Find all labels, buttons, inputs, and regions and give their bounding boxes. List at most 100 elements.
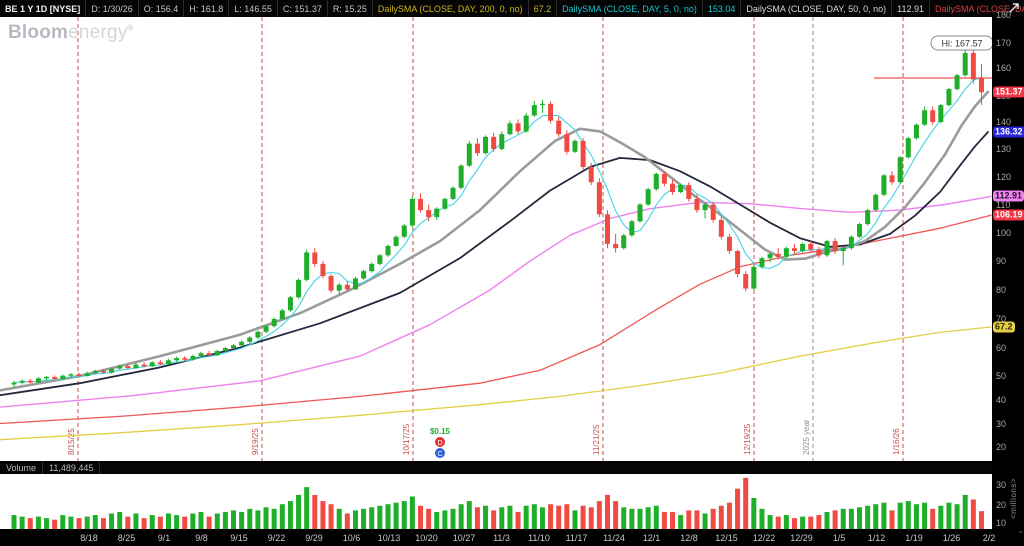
- volume-bar: [483, 505, 489, 529]
- volume-bar: [312, 494, 318, 529]
- date-tick-12-8: 12/8: [680, 533, 698, 543]
- volume-bar: [702, 513, 708, 529]
- volume-bar: [60, 515, 66, 529]
- candle-body: [222, 348, 228, 351]
- price-axis-label-50: 50: [996, 371, 1007, 381]
- candle-body: [848, 236, 854, 249]
- date-tick-11-24: 11/24: [603, 533, 625, 543]
- candle-body: [491, 136, 497, 149]
- volume-bar: [800, 516, 806, 529]
- volume-bar: [231, 510, 237, 529]
- volume-bar: [808, 516, 814, 529]
- high-callout-box: [930, 35, 992, 51]
- dividend-icon[interactable]: [435, 437, 445, 447]
- date-tick-12-15: 12/15: [715, 533, 738, 543]
- candle-body: [174, 358, 180, 361]
- candle-body: [263, 326, 269, 332]
- date-axis[interactable]: ˆ 8/18 8/25 9/1 9/8 9/15 9/22 9/29 10/6 10/13 10/…: [0, 529, 1024, 546]
- price-badge-67-2: 67.2: [993, 321, 1015, 333]
- candle-body: [938, 105, 944, 122]
- date-tick-10-6: 10/6: [342, 533, 361, 543]
- candle-body: [361, 271, 367, 279]
- volume-bar: [604, 494, 610, 529]
- volume-bar: [304, 487, 310, 529]
- volume-bar: [840, 508, 846, 529]
- candle-body: [702, 204, 708, 211]
- date-tick-8-25: 8/25: [117, 533, 136, 543]
- event-markers[interactable]: $0.15 DC: [430, 427, 451, 458]
- volume-bar: [206, 516, 212, 529]
- ohlc-field-o: O: 156.4: [139, 0, 185, 17]
- candle-body: [109, 368, 115, 373]
- candle-body: [970, 52, 976, 80]
- candle-body: [60, 375, 66, 379]
- price-badge-112-91: 112.91: [993, 190, 1024, 202]
- candle-body: [767, 253, 773, 259]
- candle-body: [377, 255, 383, 264]
- date-tick-1-5: 1/5: [832, 533, 846, 543]
- candle-body: [19, 380, 25, 383]
- volume-chart: [11, 477, 984, 529]
- volume-bar: [507, 505, 513, 529]
- ohlc-field-r: R: 15.25: [328, 0, 373, 17]
- candle-body: [759, 258, 765, 267]
- date-tick-9-22: 9/22: [267, 533, 286, 543]
- volume-bar: [913, 504, 919, 529]
- volume-bar: [670, 511, 676, 529]
- sma-50-line: [0, 195, 992, 408]
- ohlc-field-h: H: 161.8: [184, 0, 230, 17]
- volume-bar: [954, 504, 960, 529]
- volume-bar: [645, 507, 651, 529]
- volume-bar: [52, 519, 58, 529]
- price-pane[interactable]: Bloomenergy® 8/15/25 9/19/25 10/17/25 11/21…: [0, 17, 992, 461]
- candle-body: [962, 52, 968, 76]
- volume-bar: [157, 516, 163, 529]
- candle-body: [206, 353, 212, 356]
- price-axis-label-120: 120: [996, 171, 1012, 182]
- dividend-amount-label: $0.15: [430, 427, 451, 436]
- volume-bar: [336, 508, 342, 529]
- candle-body: [832, 241, 838, 252]
- watermark-part2: energy: [68, 22, 128, 43]
- candle-body: [515, 123, 521, 132]
- candle-body: [44, 376, 50, 379]
- date-tick-1-26: 1/26: [942, 533, 961, 543]
- call-icon-letter: C: [437, 451, 442, 458]
- expand-icon[interactable]: [1007, 1, 1021, 15]
- candle-body: [320, 263, 326, 277]
- candle-body: [247, 337, 253, 342]
- study-label-2: DailySMA (CLOSE, DAY, 50, 0, no): [741, 0, 893, 17]
- candle-body: [735, 251, 741, 275]
- volume-bar: [824, 511, 830, 529]
- candle-body: [840, 248, 846, 252]
- candle-body: [149, 362, 155, 367]
- candle-body: [409, 198, 415, 226]
- candle-body: [328, 276, 334, 291]
- candle-body: [808, 243, 814, 250]
- volume-bar: [117, 511, 123, 529]
- volume-bar: [938, 505, 944, 529]
- high-price-callout: Hi: 167.57: [930, 35, 992, 51]
- volume-bar: [149, 515, 155, 529]
- call-icon[interactable]: [435, 448, 445, 458]
- volume-bar: [369, 507, 375, 529]
- volume-bar: [352, 510, 358, 529]
- volume-bar: [222, 511, 228, 529]
- price-axis[interactable]: <millions> 18017016015014013012011010090…: [992, 10, 1024, 546]
- volume-bar: [133, 513, 139, 529]
- price-axis-label-60: 60: [996, 342, 1007, 353]
- volume-bar: [694, 510, 700, 529]
- candle-body: [182, 358, 188, 360]
- candle-body: [718, 219, 724, 237]
- collapse-icon[interactable]: ˆ: [1019, 530, 1022, 540]
- candle-body: [548, 103, 554, 121]
- volume-bar: [881, 502, 887, 529]
- volume-bar: [491, 510, 497, 529]
- price-axis-label-180: 180: [996, 10, 1012, 20]
- candle-body: [905, 138, 911, 158]
- candle-body: [466, 143, 472, 166]
- date-tick-10-27: 10/27: [452, 533, 476, 543]
- symbol-title: BE 1 Y 1D [NYSE]: [0, 0, 87, 17]
- volume-pane[interactable]: [0, 474, 992, 529]
- volume-bar: [190, 513, 196, 529]
